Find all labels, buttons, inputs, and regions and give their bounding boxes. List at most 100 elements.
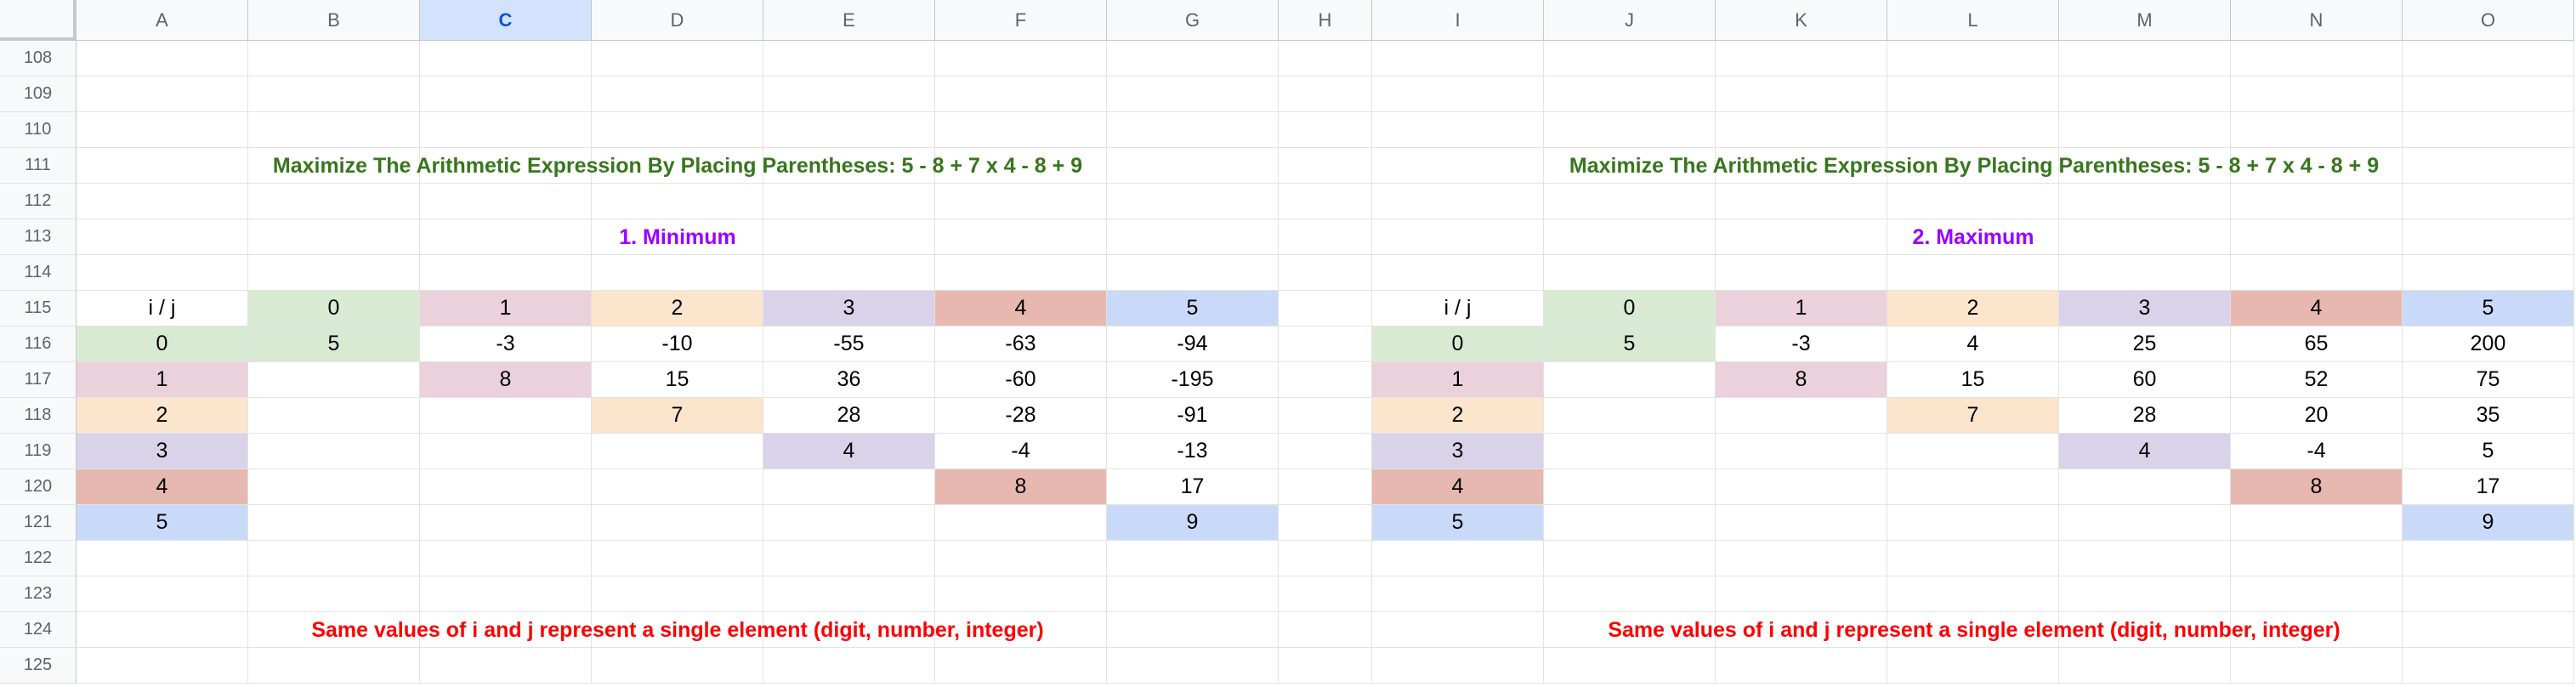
column-header-k[interactable]: K <box>1716 0 1887 41</box>
cell-b122[interactable] <box>248 541 420 576</box>
cell-a125[interactable] <box>77 648 248 684</box>
cell-l109[interactable] <box>1887 77 2059 112</box>
cell-m113[interactable] <box>2059 219 2231 255</box>
cell-c114[interactable] <box>420 255 592 291</box>
cell-j111[interactable] <box>1544 148 1716 184</box>
min-table-cell[interactable]: -28 <box>935 398 1107 434</box>
cell-f108[interactable] <box>935 41 1107 77</box>
cell-m123[interactable] <box>2059 576 2231 612</box>
cell-f110[interactable] <box>935 112 1107 148</box>
cell-h108[interactable] <box>1279 41 1372 77</box>
cell-j108[interactable] <box>1544 41 1716 77</box>
row-header-114[interactable]: 114 <box>0 255 77 291</box>
min-table-cell[interactable]: 28 <box>763 398 935 434</box>
cell-k109[interactable] <box>1716 77 1887 112</box>
row-header-121[interactable]: 121 <box>0 505 77 541</box>
min-table-cell[interactable]: -4 <box>935 434 1107 469</box>
cell-n110[interactable] <box>2231 112 2403 148</box>
cell-g109[interactable] <box>1107 77 1279 112</box>
min-table-cell[interactable] <box>248 469 420 505</box>
max-table-cell[interactable]: 8 <box>1716 362 1887 398</box>
cell-f114[interactable] <box>935 255 1107 291</box>
cell-j114[interactable] <box>1544 255 1716 291</box>
cell-m109[interactable] <box>2059 77 2231 112</box>
row-header-117[interactable]: 117 <box>0 362 77 398</box>
max-row-index[interactable]: 1 <box>1372 362 1544 398</box>
cell-a114[interactable] <box>77 255 248 291</box>
column-header-e[interactable]: E <box>763 0 935 41</box>
cell-e110[interactable] <box>763 112 935 148</box>
cell-h121[interactable] <box>1279 505 1372 541</box>
max-table-cell[interactable]: 25 <box>2059 326 2231 362</box>
cell-g113[interactable] <box>1107 219 1279 255</box>
cell-f125[interactable] <box>935 648 1107 684</box>
max-col-index[interactable]: 1 <box>1716 291 1887 326</box>
min-row-index[interactable]: 3 <box>77 434 248 469</box>
min-table-cell[interactable]: 8 <box>935 469 1107 505</box>
cell-f122[interactable] <box>935 541 1107 576</box>
cell-o114[interactable] <box>2403 255 2574 291</box>
min-col-index[interactable]: 0 <box>248 291 420 326</box>
cell-c122[interactable] <box>420 541 592 576</box>
max-table-cell[interactable]: 5 <box>1544 326 1716 362</box>
max-table-cell[interactable]: 7 <box>1887 398 2059 434</box>
cell-n123[interactable] <box>2231 576 2403 612</box>
min-table-cell[interactable]: -91 <box>1107 398 1279 434</box>
cell-m110[interactable] <box>2059 112 2231 148</box>
min-col-index[interactable]: 3 <box>763 291 935 326</box>
cell-n111[interactable] <box>2231 148 2403 184</box>
cell-i108[interactable] <box>1372 41 1544 77</box>
min-table-cell[interactable]: 15 <box>592 362 763 398</box>
cell-d108[interactable] <box>592 41 763 77</box>
min-col-index[interactable]: 2 <box>592 291 763 326</box>
cell-a111[interactable] <box>77 148 248 184</box>
max-table-cell[interactable]: 60 <box>2059 362 2231 398</box>
cell-o113[interactable] <box>2403 219 2574 255</box>
max-table-cell[interactable]: 200 <box>2403 326 2574 362</box>
cell-a109[interactable] <box>77 77 248 112</box>
max-table-cell[interactable] <box>1544 362 1716 398</box>
cell-l108[interactable] <box>1887 41 2059 77</box>
min-table-cell[interactable] <box>420 469 592 505</box>
cell-k124[interactable] <box>1716 612 1887 648</box>
max-table-cell[interactable] <box>2059 505 2231 541</box>
cell-e125[interactable] <box>763 648 935 684</box>
min-table-cell[interactable]: -94 <box>1107 326 1279 362</box>
cell-i124[interactable] <box>1372 612 1544 648</box>
row-header-123[interactable]: 123 <box>0 576 77 612</box>
max-col-index[interactable]: 0 <box>1544 291 1716 326</box>
row-header-122[interactable]: 122 <box>0 541 77 576</box>
cell-e124[interactable] <box>763 612 935 648</box>
cell-e109[interactable] <box>763 77 935 112</box>
column-header-o[interactable]: O <box>2403 0 2574 41</box>
row-header-119[interactable]: 119 <box>0 434 77 469</box>
cell-i123[interactable] <box>1372 576 1544 612</box>
cell-n114[interactable] <box>2231 255 2403 291</box>
cell-k125[interactable] <box>1716 648 1887 684</box>
cell-a124[interactable] <box>77 612 248 648</box>
cell-o110[interactable] <box>2403 112 2574 148</box>
cell-a113[interactable] <box>77 219 248 255</box>
cell-h125[interactable] <box>1279 648 1372 684</box>
min-table-cell[interactable] <box>592 434 763 469</box>
max-col-index[interactable]: 2 <box>1887 291 2059 326</box>
cell-b123[interactable] <box>248 576 420 612</box>
cell-j125[interactable] <box>1544 648 1716 684</box>
cell-o122[interactable] <box>2403 541 2574 576</box>
max-row-index[interactable]: 3 <box>1372 434 1544 469</box>
cell-i113[interactable] <box>1372 219 1544 255</box>
min-table-cell[interactable] <box>420 505 592 541</box>
cell-l122[interactable] <box>1887 541 2059 576</box>
max-table-cell[interactable]: -4 <box>2231 434 2403 469</box>
max-table-cell[interactable] <box>1887 505 2059 541</box>
cell-n124[interactable] <box>2231 612 2403 648</box>
min-row-index[interactable]: 1 <box>77 362 248 398</box>
cell-i109[interactable] <box>1372 77 1544 112</box>
cell-g110[interactable] <box>1107 112 1279 148</box>
cell-l112[interactable] <box>1887 184 2059 219</box>
cell-n109[interactable] <box>2231 77 2403 112</box>
min-table-cell[interactable]: 4 <box>763 434 935 469</box>
max-row-index[interactable]: 5 <box>1372 505 1544 541</box>
min-table-cell[interactable]: 17 <box>1107 469 1279 505</box>
min-col-index[interactable]: 4 <box>935 291 1107 326</box>
